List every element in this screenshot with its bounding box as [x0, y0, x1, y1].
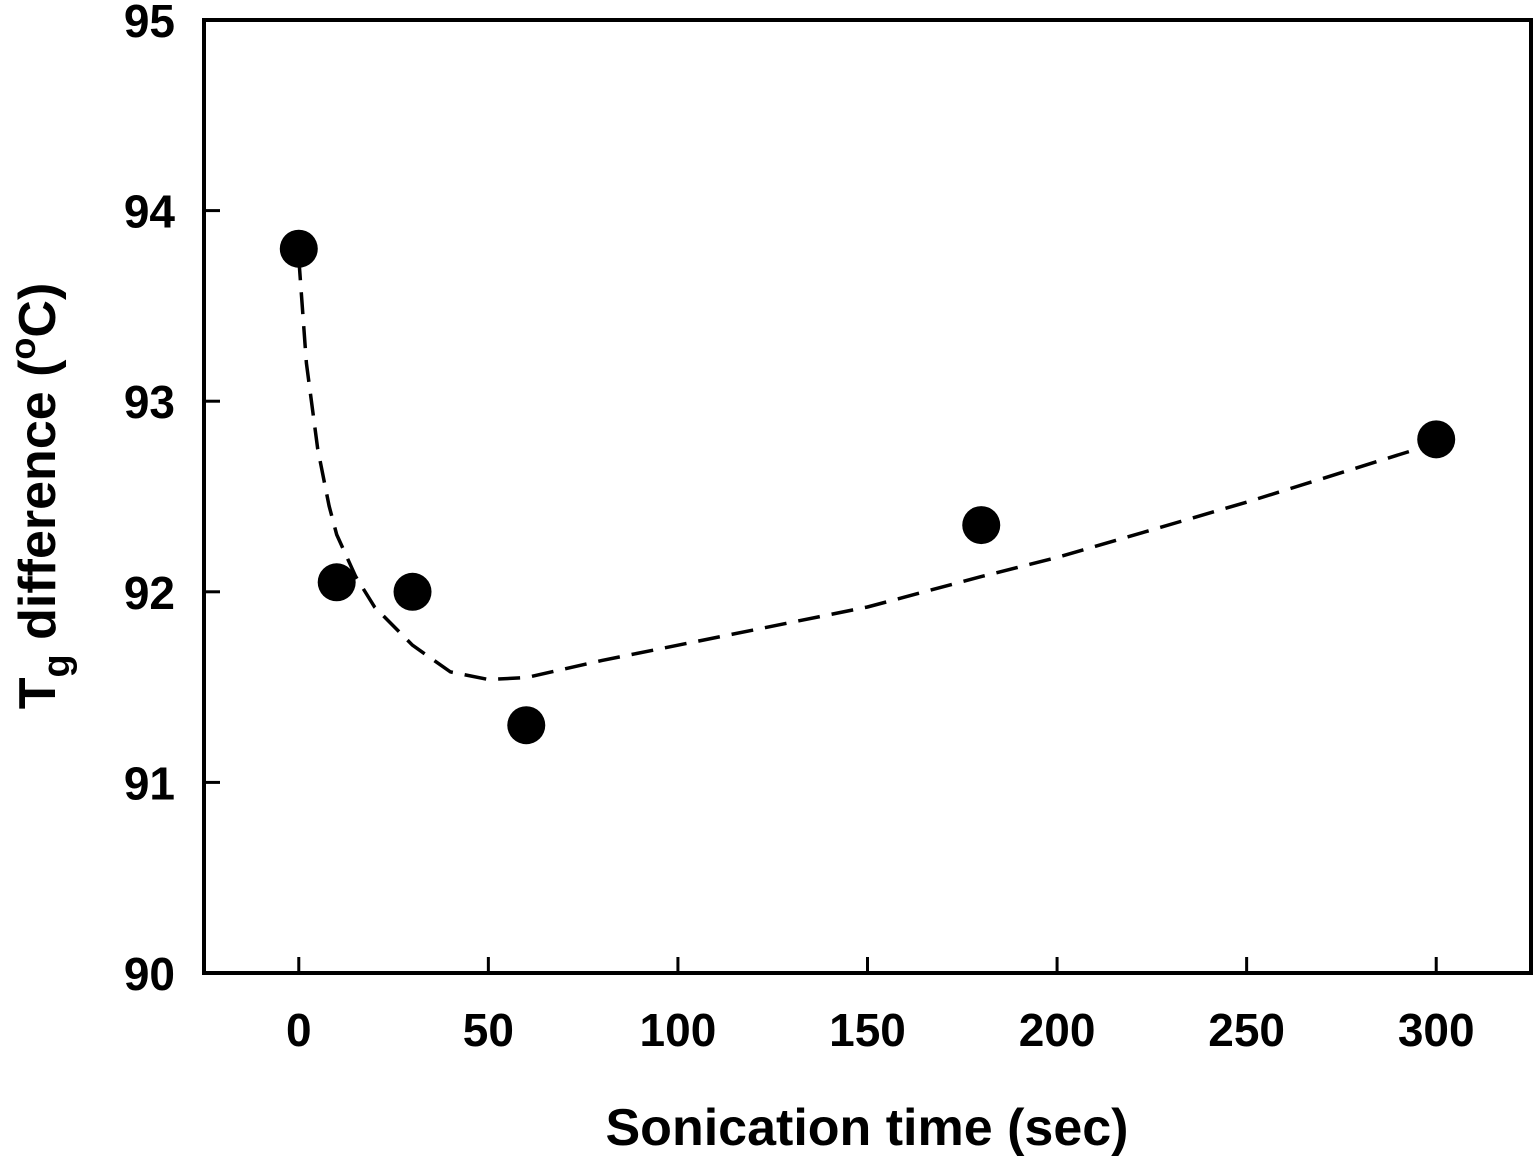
x-tick-label: 200: [1019, 1004, 1096, 1056]
x-axis-title: Sonication time (sec): [606, 1099, 1129, 1157]
plot-frame: [202, 18, 1533, 975]
x-tick-label: 100: [640, 1004, 717, 1056]
y-tick-label: 92: [124, 567, 175, 619]
x-tick-label: 150: [829, 1004, 906, 1056]
x-tick-label: 250: [1208, 1004, 1285, 1056]
y-axis: 90 91 92 93 94 95: [124, 0, 220, 1000]
y-axis-title-superscript: o: [2, 338, 43, 360]
y-axis-title-text: difference (: [9, 359, 67, 654]
data-point: [393, 572, 432, 611]
y-axis-title-unit: C): [9, 283, 67, 338]
y-tick-label: 95: [124, 0, 175, 47]
y-axis-title: Tg difference (oC): [2, 283, 78, 710]
x-tick-label: 50: [463, 1004, 514, 1056]
y-tick-label: 93: [124, 376, 175, 428]
y-axis-title-main: T: [9, 677, 67, 709]
x-axis: 0 50 100 150 200 250 300: [286, 957, 1475, 1056]
y-tick-label: 90: [124, 948, 175, 1000]
y-tick-label: 94: [124, 186, 176, 238]
data-point: [1417, 420, 1456, 459]
x-tick-label: 0: [286, 1004, 312, 1056]
x-tick-label: 300: [1398, 1004, 1475, 1056]
y-axis-title-subscript: g: [36, 654, 78, 677]
fit-curve: [297, 258, 1437, 682]
data-point: [507, 706, 546, 745]
data-point: [279, 229, 318, 268]
data-points: [279, 229, 1456, 745]
y-tick-label: 91: [124, 757, 175, 809]
data-point: [317, 563, 356, 602]
data-point: [962, 506, 1001, 545]
